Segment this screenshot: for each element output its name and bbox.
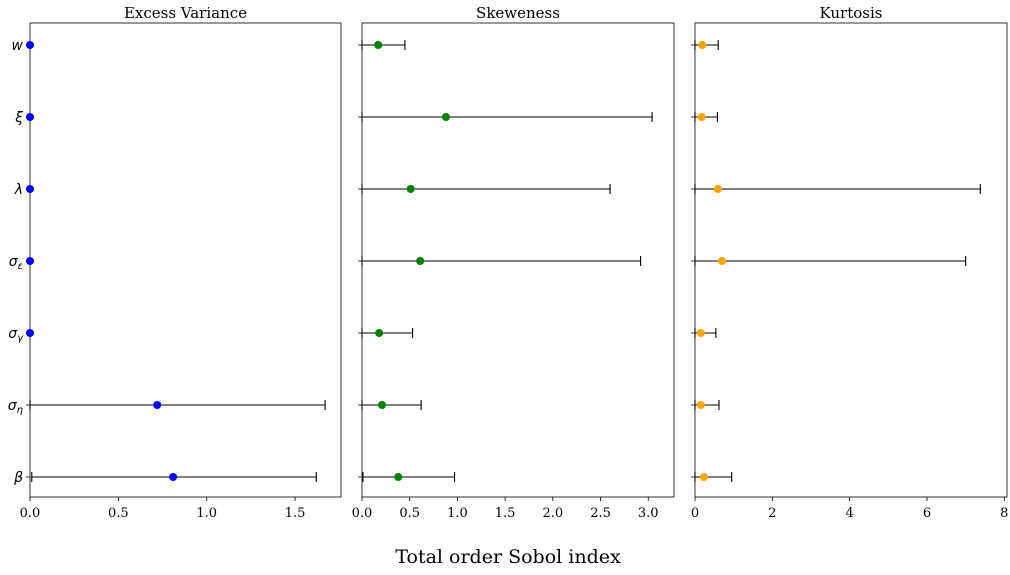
- panels: Excess Variance 0.0 0.5 1.0 1.5 Skeweness 0.0 0…: [8, 4, 1009, 521]
- ytick-label: λ: [14, 182, 23, 198]
- data-point-7: [394, 473, 403, 481]
- panel-2: Skeweness 0.0 0.5 1.0 1.5 2.0 2.5 3.0: [352, 4, 675, 521]
- data-point-1: [26, 41, 34, 49]
- data-point-5: [26, 329, 34, 337]
- data-point-3: [26, 185, 34, 193]
- ytick-label: σε: [9, 254, 24, 272]
- xtick-label: 3.0: [638, 506, 659, 521]
- xtick-label: 8: [1000, 506, 1008, 521]
- panel-title: Excess Variance: [124, 4, 247, 22]
- panel-1: Excess Variance 0.0 0.5 1.0 1.5: [20, 4, 342, 521]
- data-point-6: [153, 401, 162, 409]
- data-point-5: [375, 329, 384, 337]
- ytick-label: w: [12, 38, 24, 54]
- xtick-label: 0.5: [399, 506, 420, 521]
- data-point-2: [441, 113, 450, 121]
- xtick-label: 1.0: [196, 506, 217, 521]
- data-point-6: [378, 401, 387, 409]
- data-point-4: [26, 257, 34, 265]
- panel-title: Skeweness: [476, 4, 560, 22]
- panel-title: Kurtosis: [820, 4, 883, 22]
- data-point-7: [699, 473, 708, 481]
- axes-frame: [361, 22, 675, 498]
- ytick-label: ξ: [14, 110, 23, 126]
- figure-xlabel: Total order Sobol index: [395, 546, 621, 568]
- data-point-6: [696, 401, 705, 409]
- panel-3: Kurtosis 0 2 4 6 8: [691, 4, 1009, 521]
- xtick-label: 2.0: [542, 506, 563, 521]
- axes-frame: [29, 22, 342, 498]
- data-point-3: [406, 185, 415, 193]
- data-point-5: [696, 329, 705, 337]
- ytick-label: β: [13, 470, 23, 486]
- data-point-4: [718, 257, 727, 265]
- xtick-label: 2: [768, 506, 776, 521]
- xtick-label: 1.0: [447, 506, 468, 521]
- xtick-label: 6: [923, 506, 931, 521]
- xtick-label: 2.5: [590, 506, 611, 521]
- xtick-label: 0.0: [352, 506, 373, 521]
- data-point-1: [374, 41, 383, 49]
- data-point-7: [169, 473, 178, 481]
- xtick-label: 4: [846, 506, 854, 521]
- data-point-1: [698, 41, 707, 49]
- data-point-2: [26, 113, 34, 121]
- data-point-2: [697, 113, 706, 121]
- axes-frame: [694, 22, 1008, 498]
- xtick-label: 0.0: [20, 506, 41, 521]
- ytick-label: σγ: [8, 326, 24, 344]
- data-point-4: [416, 257, 425, 265]
- xtick-label: 1.5: [285, 506, 306, 521]
- ytick-label: ση: [8, 398, 23, 416]
- data-point-3: [713, 185, 722, 193]
- xtick-label: 1.5: [495, 506, 516, 521]
- xtick-label: 0: [691, 506, 699, 521]
- xtick-label: 0.5: [108, 506, 129, 521]
